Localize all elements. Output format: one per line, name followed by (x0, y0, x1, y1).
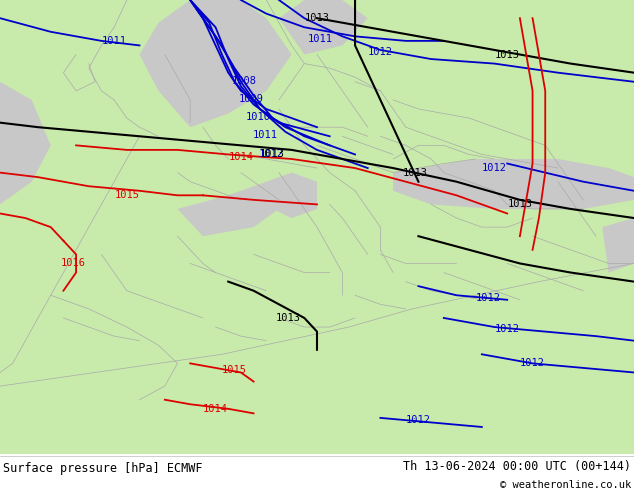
Text: 1012: 1012 (406, 415, 431, 425)
Text: 1012: 1012 (259, 148, 284, 159)
Text: 1016: 1016 (60, 258, 86, 269)
Text: 1012: 1012 (482, 163, 507, 173)
Text: 1014: 1014 (203, 404, 228, 414)
Polygon shape (178, 182, 292, 236)
Polygon shape (0, 82, 51, 204)
Text: 1011: 1011 (101, 36, 127, 46)
Text: 1013: 1013 (403, 168, 428, 177)
Polygon shape (393, 159, 634, 209)
Text: 1013: 1013 (260, 149, 285, 159)
Text: 1012: 1012 (520, 358, 545, 368)
Polygon shape (279, 0, 368, 54)
Text: 1009: 1009 (238, 94, 264, 104)
Text: 1012: 1012 (368, 47, 393, 57)
Text: 1011: 1011 (252, 130, 278, 140)
Text: 1013: 1013 (304, 13, 330, 23)
Text: 1013: 1013 (507, 199, 533, 209)
Text: 1013: 1013 (276, 313, 301, 323)
Text: Th 13-06-2024 00:00 UTC (00+144): Th 13-06-2024 00:00 UTC (00+144) (403, 460, 631, 473)
FancyBboxPatch shape (0, 0, 634, 454)
Text: 1012: 1012 (476, 293, 501, 302)
Text: 1012: 1012 (495, 324, 520, 334)
Text: Surface pressure [hPa] ECMWF: Surface pressure [hPa] ECMWF (3, 462, 203, 475)
Text: 1015: 1015 (114, 190, 139, 200)
Polygon shape (602, 218, 634, 272)
Text: 1011: 1011 (307, 34, 333, 44)
Text: 1008: 1008 (231, 76, 257, 86)
Polygon shape (139, 0, 292, 127)
Text: 1015: 1015 (222, 365, 247, 375)
Text: 1010: 1010 (246, 112, 271, 122)
Polygon shape (266, 172, 317, 218)
Text: 1013: 1013 (495, 49, 520, 59)
Text: 1014: 1014 (228, 152, 254, 162)
Text: © weatheronline.co.uk: © weatheronline.co.uk (500, 480, 631, 490)
